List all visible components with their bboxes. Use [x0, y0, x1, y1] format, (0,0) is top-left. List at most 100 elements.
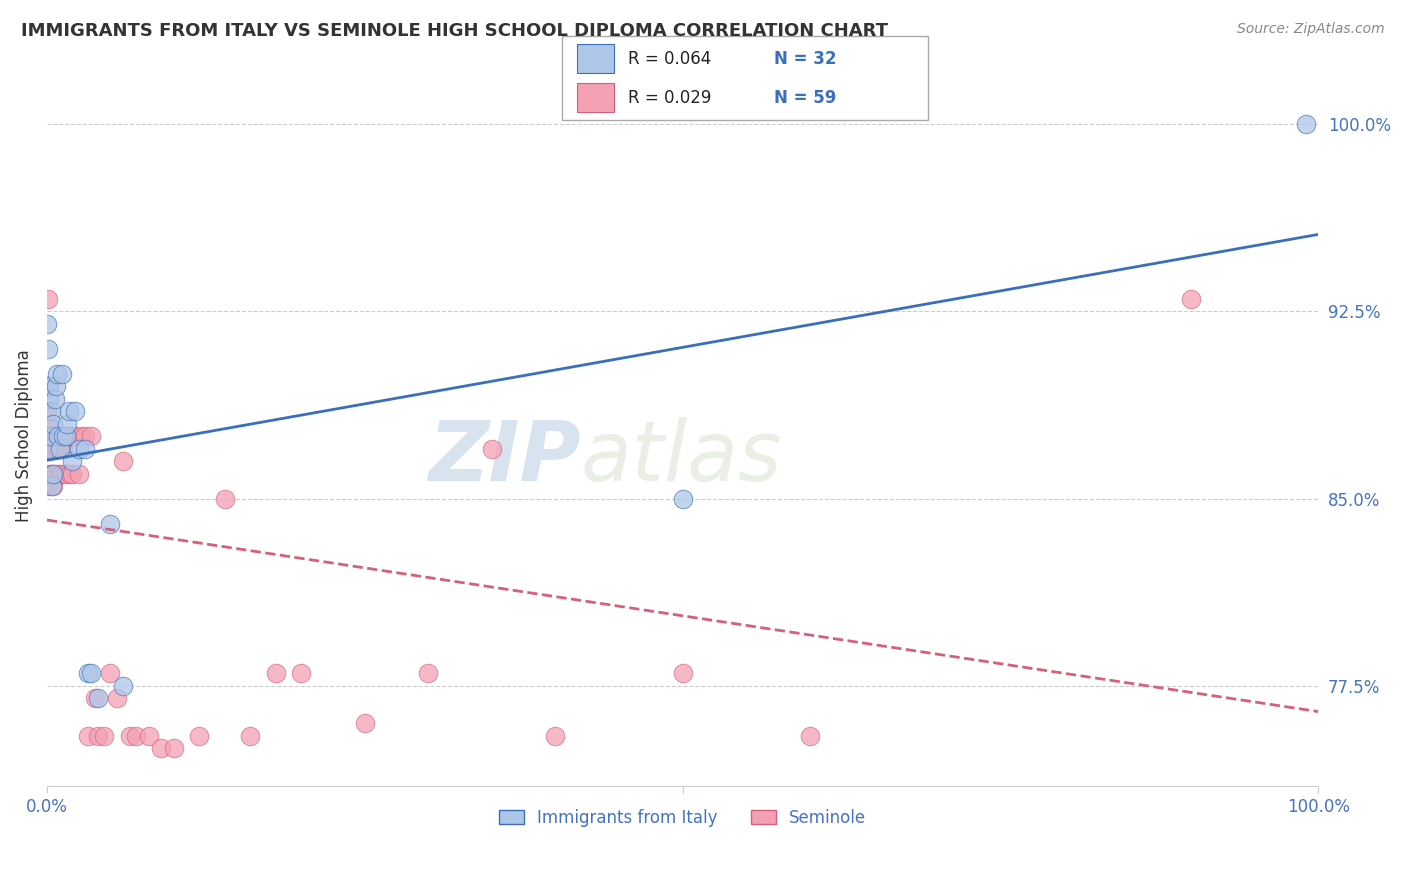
Point — [39, 429, 62, 443]
Point — [112, 679, 135, 693]
Text: R = 0.029: R = 0.029 — [628, 88, 711, 106]
Point — [37, 417, 59, 431]
Legend: Immigrants from Italy, Seminole: Immigrants from Italy, Seminole — [492, 802, 873, 833]
Point — [52, 429, 75, 443]
Point — [125, 729, 148, 743]
Point — [799, 729, 821, 743]
Text: ZIP: ZIP — [429, 417, 581, 498]
Point — [112, 454, 135, 468]
Point — [1295, 117, 1317, 131]
Point — [150, 741, 173, 756]
Point — [60, 429, 83, 443]
Point — [59, 467, 82, 481]
FancyBboxPatch shape — [562, 36, 928, 120]
Point — [84, 691, 107, 706]
Point — [418, 666, 440, 681]
Point — [39, 467, 62, 481]
Point — [100, 666, 122, 681]
Point — [44, 392, 66, 406]
Text: R = 0.064: R = 0.064 — [628, 50, 711, 68]
Point — [56, 429, 79, 443]
Point — [188, 729, 211, 743]
Point — [44, 429, 66, 443]
Point — [67, 467, 90, 481]
Point — [38, 429, 60, 443]
Point — [35, 404, 58, 418]
Point — [87, 729, 110, 743]
Text: Source: ZipAtlas.com: Source: ZipAtlas.com — [1237, 22, 1385, 37]
Point — [58, 404, 80, 418]
Point — [35, 442, 58, 456]
Point — [76, 666, 98, 681]
Point — [46, 442, 69, 456]
Point — [264, 666, 287, 681]
Point — [671, 666, 693, 681]
Point — [214, 491, 236, 506]
Point — [39, 404, 62, 418]
Point — [55, 467, 77, 481]
Point — [73, 429, 96, 443]
FancyBboxPatch shape — [576, 83, 613, 112]
Point — [39, 429, 62, 443]
Point — [80, 666, 103, 681]
Point — [51, 367, 73, 381]
Point — [42, 429, 65, 443]
Point — [100, 516, 122, 531]
Text: IMMIGRANTS FROM ITALY VS SEMINOLE HIGH SCHOOL DIPLOMA CORRELATION CHART: IMMIGRANTS FROM ITALY VS SEMINOLE HIGH S… — [21, 22, 889, 40]
Point — [63, 404, 86, 418]
Point — [45, 467, 67, 481]
Point — [42, 442, 65, 456]
Point — [671, 491, 693, 506]
Point — [73, 442, 96, 456]
Point — [60, 454, 83, 468]
Point — [38, 379, 60, 393]
Point — [163, 741, 186, 756]
Point — [42, 479, 65, 493]
Point — [87, 691, 110, 706]
Point — [93, 729, 115, 743]
Point — [38, 392, 60, 406]
Point — [48, 467, 70, 481]
Point — [70, 429, 93, 443]
Point — [35, 317, 58, 331]
Point — [37, 342, 59, 356]
Point — [138, 729, 160, 743]
Point — [353, 716, 375, 731]
Point — [37, 479, 59, 493]
Point — [41, 429, 63, 443]
Y-axis label: High School Diploma: High School Diploma — [15, 350, 32, 523]
Point — [46, 429, 69, 443]
Point — [46, 429, 69, 443]
Point — [49, 467, 72, 481]
Point — [46, 367, 69, 381]
Point — [42, 417, 65, 431]
Point — [45, 379, 67, 393]
Point — [105, 691, 128, 706]
Text: atlas: atlas — [581, 417, 783, 498]
Point — [48, 429, 70, 443]
Point — [1180, 292, 1202, 306]
Text: N = 59: N = 59 — [775, 88, 837, 106]
Text: N = 32: N = 32 — [775, 50, 837, 68]
Point — [60, 467, 83, 481]
Point — [80, 429, 103, 443]
Point — [67, 442, 90, 456]
Point — [56, 417, 79, 431]
Point — [544, 729, 567, 743]
Point — [52, 442, 75, 456]
Point — [55, 429, 77, 443]
Point — [37, 379, 59, 393]
Point — [41, 479, 63, 493]
Point — [38, 467, 60, 481]
Point — [76, 729, 98, 743]
Point — [46, 442, 69, 456]
FancyBboxPatch shape — [576, 44, 613, 73]
Point — [37, 442, 59, 456]
Point — [42, 467, 65, 481]
Point — [118, 729, 141, 743]
Point — [37, 292, 59, 306]
Point — [41, 467, 63, 481]
Point — [48, 442, 70, 456]
Point — [51, 429, 73, 443]
Point — [290, 666, 312, 681]
